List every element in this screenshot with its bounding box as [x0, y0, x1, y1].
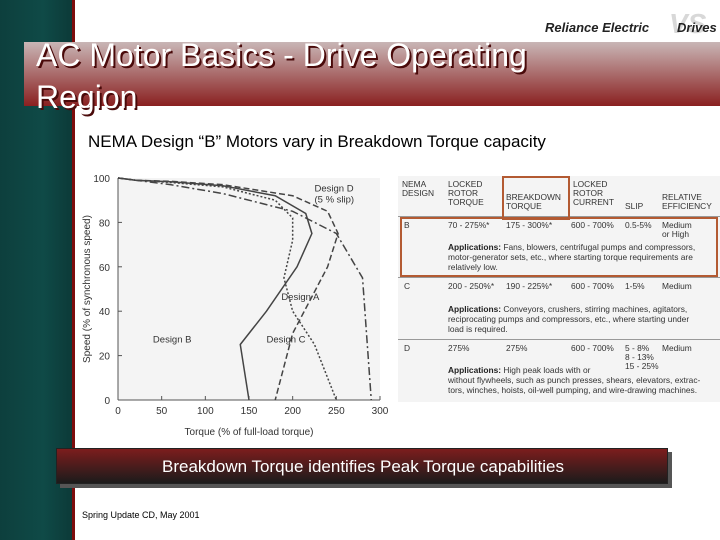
slide-subtitle: NEMA Design “B” Motors vary in Breakdown… [88, 132, 546, 151]
logo-division-name: Drives [677, 20, 717, 35]
row-c-applications: Applications: Conveyors, crushers, stirr… [448, 304, 690, 334]
curve-annotation: (5 % slip) [315, 194, 355, 205]
y-tick-label: 60 [99, 263, 111, 274]
row-d-efficiency: Medium [662, 343, 692, 353]
design-c-curve [117, 177, 338, 401]
header-slip: SLIP [625, 201, 644, 211]
header-locked-rotor-current: LOCKED ROTOR CURRENT [573, 179, 614, 207]
plot-background [118, 178, 380, 400]
page-title: AC Motor Basics - Drive Operating Region [36, 34, 676, 118]
header-locked-rotor-torque: LOCKED ROTOR TORQUE [448, 179, 484, 207]
x-tick-label: 300 [372, 406, 389, 417]
row-c-slip: 1-5% [625, 281, 645, 291]
row-b-lrt: 70 - 275%* [448, 220, 490, 230]
row-c-lrt: 200 - 250%* [448, 281, 495, 291]
header-nema: NEMA DESIGN [402, 179, 435, 198]
x-tick-label: 100 [197, 406, 214, 417]
row-b-bdt: 175 - 300%* [506, 220, 553, 230]
design-b-row-highlight [400, 217, 718, 277]
y-axis-label: Speed (% of synchronous speed) [82, 215, 93, 363]
row-d-bdt: 275% [506, 343, 528, 353]
curve-annotation: Design D [315, 183, 354, 194]
logo-mark: VS [669, 8, 707, 39]
banner-text: Breakdown Torque identifies Peak Torque … [162, 457, 564, 476]
row-d-lrt: 275% [448, 343, 470, 353]
row-divider [398, 216, 720, 217]
row-d-lrc: 600 - 700% [571, 343, 614, 353]
y-tick-label: 80 [99, 218, 111, 229]
torque-speed-chart: 0 20 40 60 80 100 0 50 100 150 200 250 300 Torque (% … [82, 174, 389, 438]
row-divider [398, 277, 720, 278]
header-breakdown-torque: BREAKDOWN TORQUE [506, 192, 561, 211]
design-d-curve [117, 177, 373, 401]
x-tick-label: 150 [241, 406, 258, 417]
row-b-design: B [404, 220, 410, 230]
key-point-banner: Breakdown Torque identifies Peak Torque … [56, 448, 668, 484]
y-tick-label: 100 [93, 174, 110, 185]
row-b-slip: 0.5-5% [625, 220, 652, 230]
y-tick-label: 20 [99, 352, 111, 363]
x-tick-label: 0 [115, 406, 121, 417]
title-band [24, 42, 720, 106]
row-c-lrc: 600 - 700% [571, 281, 614, 291]
curve-annotation: Design C [266, 334, 305, 345]
logo-company-name: Reliance Electric [545, 20, 650, 35]
footer-note: Spring Update CD, May 2001 [82, 510, 200, 520]
row-c-efficiency: Medium [662, 281, 692, 291]
row-d-slip: 5 - 8% 8 - 13% 15 - 25% [625, 343, 659, 371]
row-divider [398, 339, 720, 340]
nema-design-table: NEMA DESIGN LOCKED ROTOR TORQUE BREAKDOWN TO… [398, 176, 720, 402]
row-b-applications: Applications: Fans, blowers, centrifugal… [448, 242, 696, 272]
row-b-lrc: 600 - 700% [571, 220, 614, 230]
curve-annotation: Design A [281, 292, 320, 303]
curve-annotation: Design B [153, 334, 192, 345]
y-tick-label: 40 [99, 307, 111, 318]
row-d-design: D [404, 343, 411, 353]
x-tick-label: 250 [328, 406, 345, 417]
row-b-efficiency: Medium or High [662, 220, 692, 239]
company-logo: Reliance Electric VS Drives [545, 8, 717, 46]
title-line-2: Region [36, 79, 138, 115]
x-tick-label: 200 [284, 406, 301, 417]
y-tick-label: 0 [104, 396, 110, 407]
title-line-1: AC Motor Basics - Drive Operating [36, 37, 527, 73]
header-relative-efficiency: RELATIVE EFFICIENCY [662, 192, 712, 211]
row-c-bdt: 190 - 225%* [506, 281, 553, 291]
sidebar-divider [72, 0, 75, 540]
x-tick-label: 50 [156, 406, 168, 417]
row-c-design: C [404, 281, 411, 291]
breakdown-torque-highlight [502, 176, 570, 220]
row-d-applications: Applications: High peak loads with or wi… [448, 365, 701, 395]
x-axis-label: Torque (% of full-load torque) [185, 427, 314, 438]
